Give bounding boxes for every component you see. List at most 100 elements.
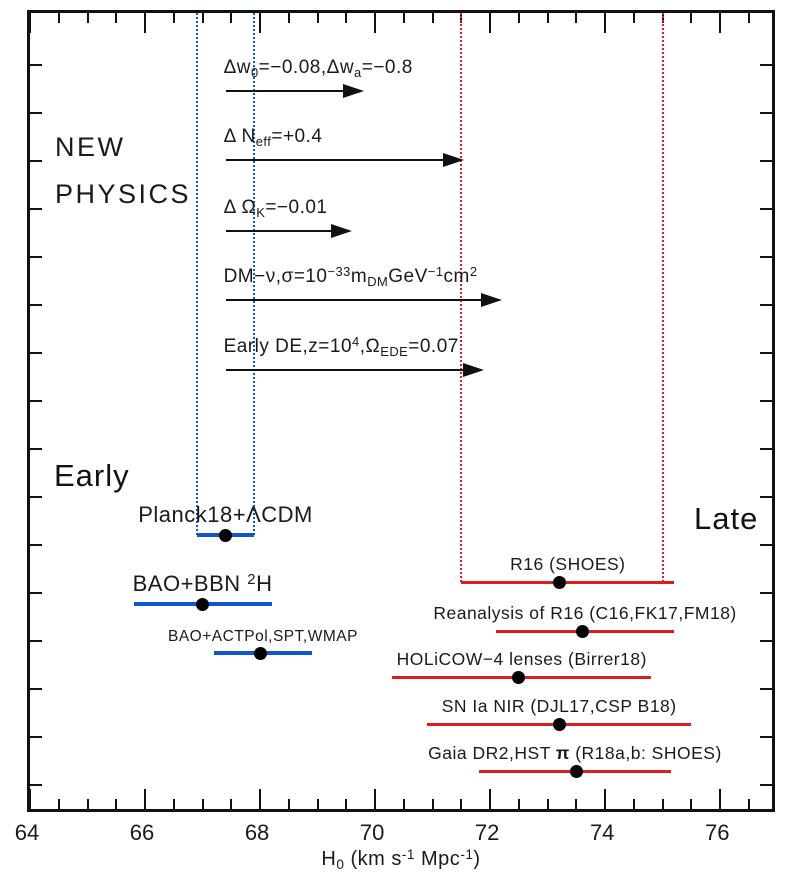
y-minor-tick-left xyxy=(30,688,42,690)
x-major-tick-top xyxy=(29,13,31,33)
arrow-line-4 xyxy=(225,369,467,371)
y-minor-tick-left xyxy=(30,640,42,642)
x-minor-tick xyxy=(57,799,60,809)
y-minor-tick-right xyxy=(760,784,772,786)
x-minor-tick xyxy=(287,799,290,809)
x-major-tick xyxy=(144,789,147,809)
x-minor-tick-top xyxy=(546,13,549,23)
late-shoes-band-dotted-line-right xyxy=(661,13,664,582)
x-minor-tick xyxy=(690,799,693,809)
arrow-label-1: Δ Neff=+0.4 xyxy=(223,126,323,150)
x-minor-tick xyxy=(546,799,549,809)
x-major-tick-top xyxy=(604,13,607,33)
early-planck-band-dotted-line-right xyxy=(253,13,256,535)
y-minor-tick-left xyxy=(30,544,42,546)
label-gaia-dr2-hst: Gaia DR2,HST π (R18a,b: SHOES) xyxy=(428,742,722,763)
y-minor-tick-right xyxy=(760,688,772,690)
y-minor-tick-right xyxy=(760,592,772,594)
y-minor-tick-right xyxy=(760,736,772,738)
arrow-line-2 xyxy=(225,230,335,232)
y-minor-tick-left xyxy=(30,256,42,258)
x-axis-title: H0 (km s-1 Mpc-1) xyxy=(321,846,481,873)
arrow-label-4: Early DE,z=104,ΩEDE=0.07 xyxy=(223,334,459,360)
x-major-tick xyxy=(489,789,492,809)
x-minor-tick-top xyxy=(287,13,290,23)
late-group-label: Late xyxy=(694,501,759,536)
x-minor-tick-top xyxy=(517,13,520,23)
x-minor-tick-top xyxy=(57,13,60,23)
arrow-line-3 xyxy=(225,299,484,301)
x-minor-tick-top xyxy=(201,13,204,23)
x-minor-tick-top xyxy=(115,13,118,23)
datapoint-reanalysis-r16 xyxy=(575,624,589,638)
y-minor-tick-left xyxy=(30,352,42,354)
y-minor-tick-left xyxy=(30,112,42,114)
y-minor-tick-right xyxy=(760,496,772,498)
y-minor-tick-right xyxy=(760,544,772,546)
y-minor-tick-left xyxy=(30,160,42,162)
late-shoes-band-dotted-line-left xyxy=(460,13,463,582)
x-minor-tick-top xyxy=(747,13,750,23)
arrow-line-1 xyxy=(225,159,447,161)
x-major-tick xyxy=(719,789,722,809)
y-minor-tick-right xyxy=(760,208,772,210)
errorbar-r16-shoes xyxy=(461,580,675,584)
datapoint-sn-ia-nir xyxy=(552,717,566,731)
x-minor-tick-top xyxy=(316,13,319,23)
x-minor-tick xyxy=(431,799,434,809)
x-minor-tick-top xyxy=(632,13,635,23)
x-minor-tick xyxy=(747,799,750,809)
datapoint-r16-shoes xyxy=(552,575,566,589)
label-bao-bbn-2h: BAO+BBN 2H xyxy=(132,571,273,596)
arrow-head-icon xyxy=(463,363,485,377)
label-r16-shoes: R16 (SHOES) xyxy=(510,553,626,574)
x-minor-tick xyxy=(201,799,204,809)
x-tick-label: 72 xyxy=(474,820,500,845)
x-minor-tick xyxy=(115,799,118,809)
x-minor-tick xyxy=(575,799,578,809)
y-minor-tick-left xyxy=(30,784,42,786)
x-minor-tick-top xyxy=(230,13,233,23)
arrow-head-icon xyxy=(443,153,465,167)
y-minor-tick-right xyxy=(760,352,772,354)
x-minor-tick-top xyxy=(431,13,434,23)
arrow-line-0 xyxy=(225,90,346,92)
x-minor-tick-top xyxy=(402,13,405,23)
x-minor-tick xyxy=(661,799,664,809)
datapoint-bao-actpol-spt-wmap xyxy=(253,646,267,660)
x-minor-tick-top xyxy=(690,13,693,23)
label-planck18-lcdm: Planck18+ΛCDM xyxy=(138,502,313,527)
label-sn-ia-nir: SN Ia NIR (DJL17,CSP B18) xyxy=(441,695,677,716)
y-minor-tick-left xyxy=(30,592,42,594)
y-minor-tick-left xyxy=(30,208,42,210)
arrow-label-3: DM−ν,σ=10−33mDMGeV−1cm2 xyxy=(223,264,478,290)
y-minor-tick-right xyxy=(760,640,772,642)
x-tick-label: 64 xyxy=(14,820,40,845)
arrow-label-2: Δ ΩK=−0.01 xyxy=(223,197,328,221)
early-group-label: Early xyxy=(54,458,130,493)
x-tick-label: 70 xyxy=(359,820,385,845)
x-minor-tick xyxy=(172,799,175,809)
y-minor-tick-right xyxy=(760,448,772,450)
x-major-tick xyxy=(374,789,377,809)
label-bao-actpol-spt-wmap: BAO+ACTPol,SPT,WMAP xyxy=(167,627,358,645)
x-minor-tick xyxy=(86,799,89,809)
x-minor-tick xyxy=(632,799,635,809)
x-minor-tick-top xyxy=(575,13,578,23)
x-minor-tick-top xyxy=(172,13,175,23)
x-minor-tick xyxy=(517,799,520,809)
x-minor-tick-top xyxy=(345,13,348,23)
x-minor-tick xyxy=(316,799,319,809)
x-major-tick-top xyxy=(489,13,492,33)
y-minor-tick-right xyxy=(760,256,772,258)
early-planck-band-dotted-line-left xyxy=(195,13,198,535)
label-reanalysis-r16: Reanalysis of R16 (C16,FK17,FM18) xyxy=(433,602,737,623)
x-major-tick xyxy=(29,789,31,809)
y-minor-tick-right xyxy=(760,400,772,402)
datapoint-bao-bbn-2h xyxy=(196,597,210,611)
label-holicow-4-lenses: HOLiCOW−4 lenses (Birrer18) xyxy=(396,648,647,669)
x-major-tick xyxy=(259,789,262,809)
x-minor-tick xyxy=(230,799,233,809)
arrow-head-icon xyxy=(480,293,502,307)
